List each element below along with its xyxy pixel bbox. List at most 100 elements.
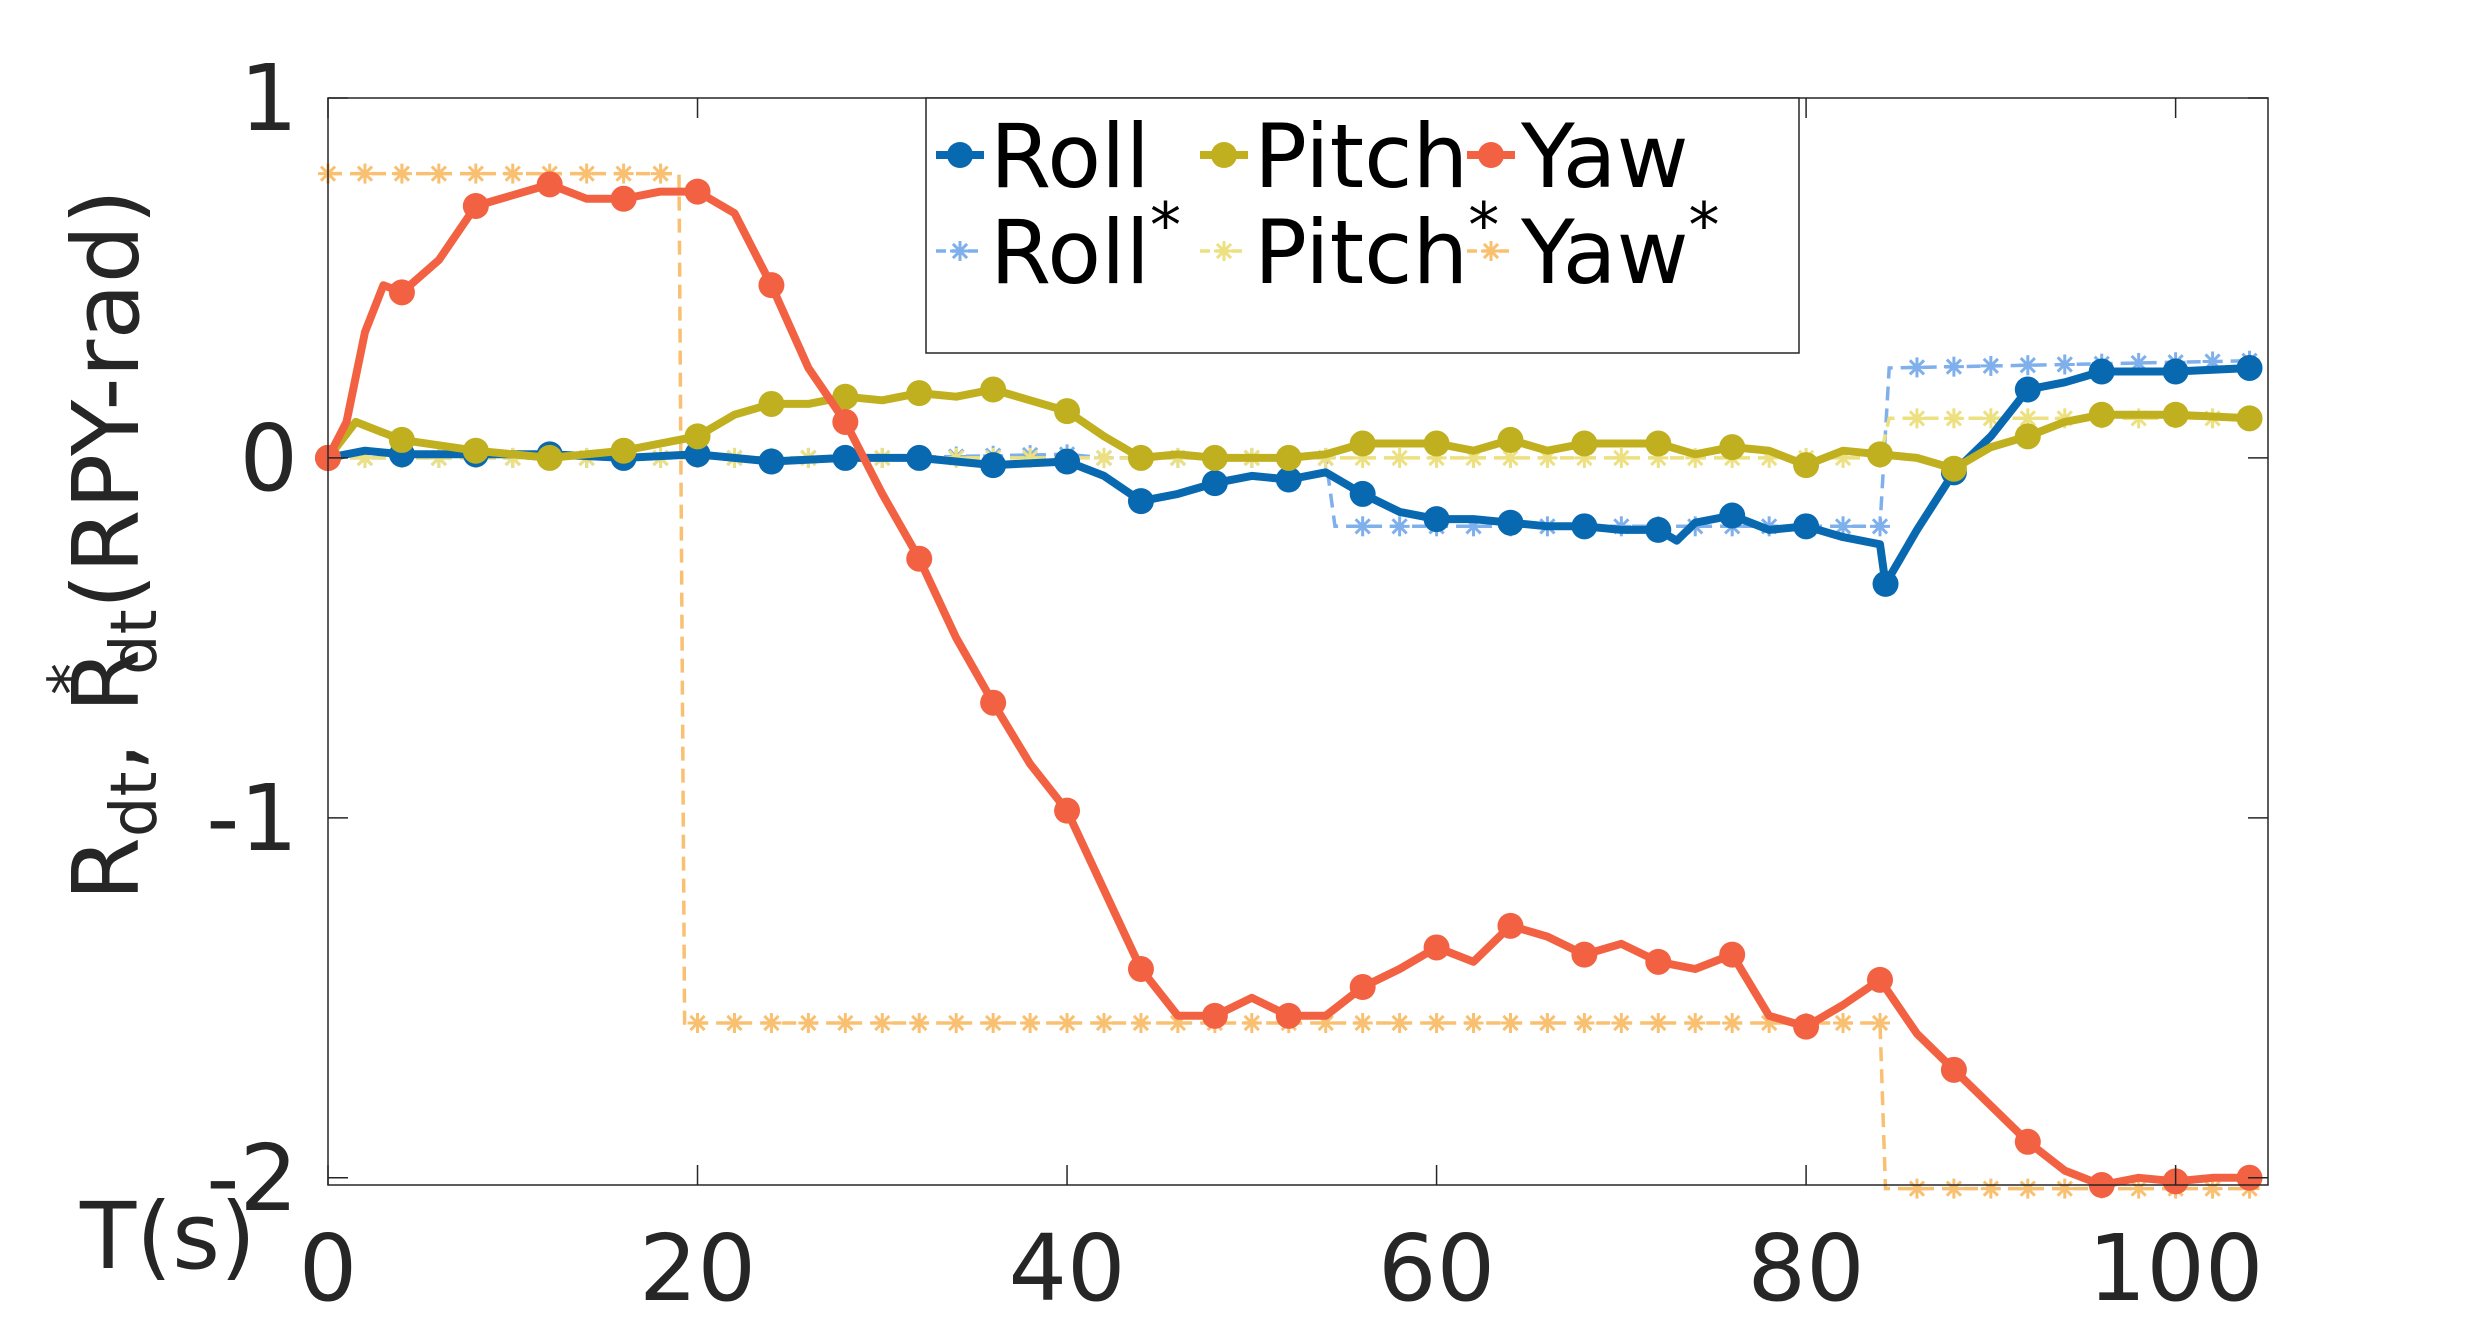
data-point bbox=[2014, 376, 2041, 403]
star-marker bbox=[911, 1014, 928, 1032]
data-point bbox=[2014, 423, 2041, 450]
x-tick-label: 100 bbox=[2088, 1215, 2264, 1321]
star-marker bbox=[1982, 1180, 1999, 1197]
legend-label: Pitch bbox=[1254, 105, 1468, 208]
legend-label: Roll* bbox=[990, 189, 1181, 304]
data-point bbox=[610, 437, 637, 464]
data-point bbox=[1349, 480, 1376, 507]
star-marker bbox=[1354, 1014, 1371, 1032]
data-point bbox=[1127, 444, 1154, 471]
data-point bbox=[2088, 358, 2115, 385]
data-point bbox=[2236, 354, 2263, 381]
data-point bbox=[1940, 1056, 1967, 1083]
x-tick-label: 80 bbox=[1748, 1215, 1865, 1321]
series-pitch bbox=[315, 376, 2263, 482]
star-marker bbox=[985, 1014, 1002, 1032]
star-marker bbox=[615, 165, 632, 182]
star-marker bbox=[837, 1014, 854, 1032]
data-point bbox=[1645, 516, 1672, 543]
star-marker bbox=[1132, 1014, 1150, 1032]
star-marker bbox=[1613, 449, 1630, 467]
x-tick-label: 60 bbox=[1378, 1215, 1495, 1321]
star-marker bbox=[1687, 1014, 1704, 1032]
star-marker bbox=[2019, 1180, 2036, 1197]
data-point bbox=[2236, 405, 2263, 432]
star-marker bbox=[467, 165, 484, 182]
star-marker bbox=[652, 165, 669, 182]
data-point bbox=[1275, 466, 1302, 493]
series-line bbox=[328, 359, 2250, 529]
data-point bbox=[1423, 430, 1450, 457]
data-point bbox=[832, 383, 859, 410]
series-yaw bbox=[315, 171, 2263, 1198]
star-marker bbox=[504, 165, 521, 182]
star-marker bbox=[1908, 359, 1926, 376]
series-line bbox=[324, 180, 2250, 1189]
data-point bbox=[1423, 934, 1450, 961]
ticks-layer: 0 20 40 60 80 100 1 0 -1 -2 bbox=[206, 45, 2268, 1321]
star-marker bbox=[948, 1014, 965, 1032]
star-marker bbox=[1391, 518, 1408, 535]
star-marker bbox=[1317, 1014, 1334, 1032]
data-point bbox=[684, 423, 711, 450]
data-point bbox=[1275, 1002, 1302, 1029]
star-marker bbox=[1834, 1014, 1852, 1032]
data-point bbox=[1571, 430, 1598, 457]
star-marker bbox=[1502, 449, 1519, 467]
x-tick-label: 20 bbox=[639, 1215, 756, 1321]
data-point bbox=[1127, 488, 1154, 515]
legend-item: Yaw* bbox=[1467, 189, 1720, 304]
data-point bbox=[1571, 941, 1598, 968]
data-point bbox=[1201, 1002, 1228, 1029]
star-marker bbox=[1058, 1014, 1076, 1032]
data-point bbox=[1571, 513, 1598, 540]
data-point bbox=[1423, 506, 1450, 533]
y-tick-label: -1 bbox=[206, 765, 298, 872]
data-point bbox=[1872, 570, 1899, 597]
star-marker bbox=[2130, 1180, 2147, 1197]
star-marker bbox=[2056, 356, 2073, 373]
data-point bbox=[536, 171, 563, 198]
data-point bbox=[1054, 797, 1081, 824]
star-marker bbox=[800, 1014, 817, 1032]
star-marker bbox=[1354, 518, 1371, 535]
star-marker bbox=[1243, 1014, 1260, 1032]
data-point bbox=[536, 444, 563, 471]
data-point bbox=[2014, 1128, 2041, 1155]
x-tick-label: 0 bbox=[299, 1215, 358, 1321]
data-point bbox=[1719, 941, 1746, 968]
star-marker bbox=[1834, 518, 1852, 535]
star-marker bbox=[356, 165, 374, 182]
legend-item: Roll* bbox=[936, 189, 1181, 304]
star-marker bbox=[2019, 357, 2036, 374]
data-point bbox=[758, 390, 785, 417]
data-point bbox=[1201, 444, 1228, 471]
legend-label: Yaw bbox=[1520, 105, 1689, 208]
series-line bbox=[324, 385, 2250, 473]
data-point bbox=[1793, 1013, 1820, 1040]
data-point bbox=[388, 426, 415, 453]
star-marker bbox=[726, 1014, 743, 1032]
star-marker bbox=[1215, 242, 1233, 260]
data-point bbox=[1940, 455, 1967, 482]
star-marker bbox=[1095, 1014, 1113, 1032]
star-marker bbox=[1945, 1180, 1963, 1197]
star-marker bbox=[1428, 1014, 1445, 1032]
data-point bbox=[2162, 401, 2189, 428]
data-point bbox=[980, 452, 1007, 479]
x-axis-label: T(s) bbox=[79, 1183, 256, 1290]
data-point bbox=[1127, 956, 1154, 983]
star-marker bbox=[430, 165, 447, 182]
data-point bbox=[1054, 448, 1081, 475]
data-point bbox=[610, 185, 637, 212]
data-point bbox=[1719, 434, 1746, 461]
star-marker bbox=[1539, 1014, 1556, 1032]
data-point bbox=[2088, 401, 2115, 428]
y-tick-label: 0 bbox=[239, 405, 298, 512]
data-point bbox=[1645, 430, 1672, 457]
star-marker bbox=[1908, 410, 1926, 427]
star-marker bbox=[1391, 1014, 1408, 1032]
series-roll bbox=[315, 354, 2263, 597]
y-tick-label: -2 bbox=[206, 1125, 298, 1232]
